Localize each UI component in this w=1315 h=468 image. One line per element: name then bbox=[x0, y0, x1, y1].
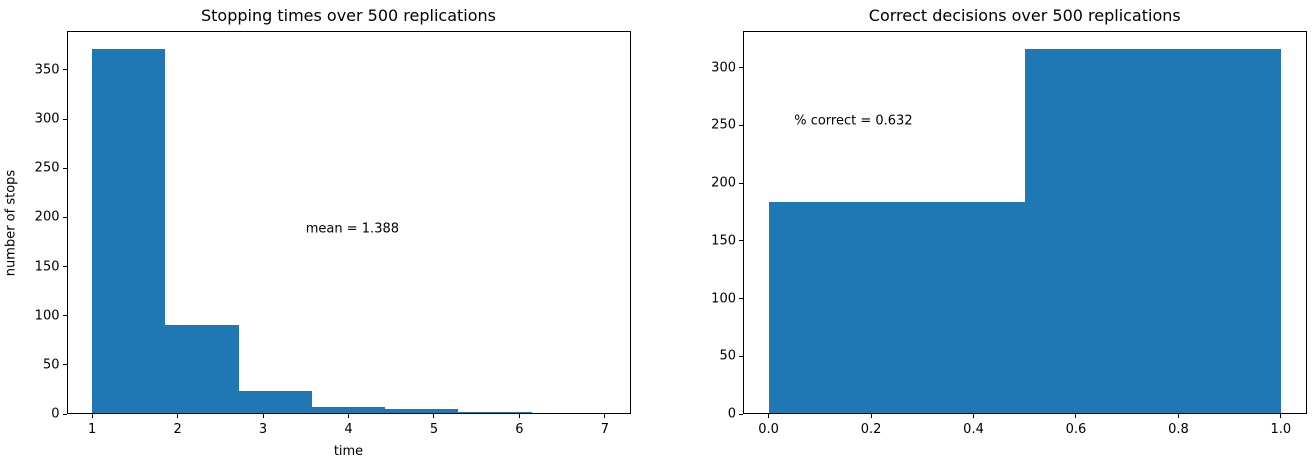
y-tick-mark bbox=[739, 355, 743, 357]
right-chart-title: Correct decisions over 500 replications bbox=[868, 6, 1181, 25]
histogram-bar bbox=[92, 49, 166, 413]
x-tick-label: 7 bbox=[600, 422, 609, 437]
x-tick-label: 1.0 bbox=[1270, 422, 1292, 437]
histogram-bar bbox=[238, 391, 312, 413]
left-chart-title: Stopping times over 500 replications bbox=[200, 6, 497, 25]
x-tick-label: 0.6 bbox=[1065, 422, 1087, 437]
x-tick-label: 1 bbox=[87, 422, 97, 437]
x-tick-label: 6 bbox=[515, 422, 524, 437]
x-tick-label: 4 bbox=[344, 422, 353, 437]
mean-annotation: mean = 1.388 bbox=[305, 221, 400, 237]
x-tick-label: 0.4 bbox=[963, 422, 984, 437]
y-tick-label: 0 bbox=[51, 406, 60, 422]
y-tick-mark bbox=[62, 266, 67, 268]
y-tick-mark bbox=[739, 124, 743, 126]
y-tick-label: 350 bbox=[34, 62, 60, 78]
y-tick-mark bbox=[62, 315, 67, 317]
y-tick-label: 150 bbox=[34, 259, 60, 275]
y-tick-label: 0 bbox=[727, 406, 736, 422]
x-tick-mark bbox=[262, 414, 264, 418]
x-tick-mark bbox=[91, 414, 93, 418]
x-tick-label: 0.0 bbox=[758, 422, 779, 437]
y-tick-label: 100 bbox=[711, 291, 736, 307]
histogram-bar bbox=[311, 407, 386, 413]
y-tick-mark bbox=[739, 298, 743, 300]
x-tick-mark bbox=[1075, 414, 1077, 418]
y-tick-label: 250 bbox=[711, 117, 736, 133]
y-tick-mark bbox=[62, 216, 67, 218]
y-tick-mark bbox=[739, 413, 743, 415]
histogram-bar bbox=[1024, 49, 1281, 413]
x-tick-label: 3 bbox=[258, 422, 268, 437]
histogram-bar bbox=[165, 324, 239, 413]
y-tick-mark bbox=[62, 69, 67, 71]
x-tick-label: 0.8 bbox=[1168, 422, 1189, 437]
y-tick-mark bbox=[739, 240, 743, 242]
y-tick-mark bbox=[62, 167, 67, 169]
y-tick-label: 200 bbox=[711, 175, 736, 191]
histogram-bar bbox=[385, 409, 459, 413]
x-tick-label: 5 bbox=[429, 422, 439, 437]
x-tick-mark bbox=[177, 414, 179, 418]
histogram-bar bbox=[768, 201, 1025, 413]
x-tick-mark bbox=[348, 414, 349, 418]
y-tick-label: 150 bbox=[711, 233, 736, 249]
histogram-bar bbox=[458, 412, 532, 413]
percent-correct-annotation: % correct = 0.632 bbox=[794, 113, 913, 129]
x-tick-label: 2 bbox=[173, 422, 182, 437]
y-tick-mark bbox=[62, 413, 67, 415]
x-tick-mark bbox=[604, 414, 606, 418]
y-tick-label: 200 bbox=[34, 209, 60, 225]
x-tick-mark bbox=[1280, 414, 1282, 418]
x-tick-mark bbox=[518, 414, 520, 418]
y-tick-label: 50 bbox=[42, 357, 60, 373]
x-tick-mark bbox=[1177, 414, 1179, 418]
left-x-axis-label: time bbox=[333, 444, 364, 459]
x-tick-mark bbox=[768, 414, 770, 418]
y-tick-mark bbox=[739, 67, 743, 69]
y-tick-label: 100 bbox=[34, 308, 60, 324]
y-tick-label: 300 bbox=[711, 60, 736, 76]
y-tick-mark bbox=[739, 182, 743, 184]
y-tick-label: 50 bbox=[719, 348, 736, 364]
y-tick-mark bbox=[62, 118, 67, 120]
y-tick-label: 300 bbox=[34, 111, 60, 127]
y-tick-label: 250 bbox=[34, 160, 60, 176]
x-tick-mark bbox=[973, 414, 975, 418]
left-y-axis-label: number of stops bbox=[3, 169, 19, 276]
y-tick-mark bbox=[62, 364, 67, 366]
x-tick-mark bbox=[433, 414, 435, 418]
x-tick-mark bbox=[870, 414, 872, 418]
x-tick-label: 0.2 bbox=[860, 422, 882, 437]
